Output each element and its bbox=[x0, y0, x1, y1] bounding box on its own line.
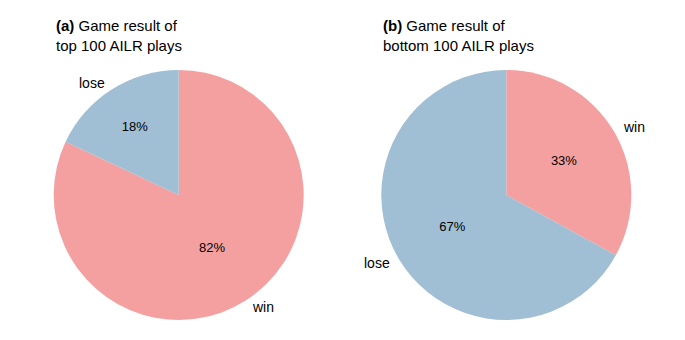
svg-text:82%: 82% bbox=[199, 240, 225, 255]
svg-text:18%: 18% bbox=[122, 119, 148, 134]
svg-text:lose: lose bbox=[79, 75, 105, 91]
svg-text:(b) Game result ofbottom 100 A: (b) Game result ofbottom 100 AILR plays bbox=[383, 17, 534, 54]
svg-text:win: win bbox=[623, 119, 645, 135]
svg-text:33%: 33% bbox=[551, 153, 577, 168]
svg-text:lose: lose bbox=[364, 255, 390, 271]
svg-text:67%: 67% bbox=[439, 219, 465, 234]
svg-text:win: win bbox=[252, 299, 274, 315]
svg-text:(a) Game result oftop 100 AILR: (a) Game result oftop 100 AILR plays bbox=[56, 17, 182, 54]
